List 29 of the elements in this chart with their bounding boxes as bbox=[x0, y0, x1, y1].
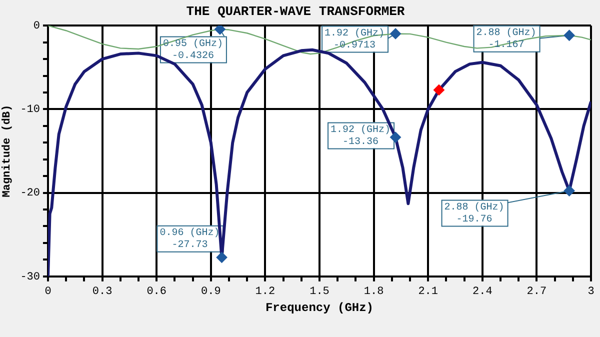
y-tick-label: -30 bbox=[20, 271, 40, 284]
annotation: 2.88 (GHz) -19.76 bbox=[444, 201, 504, 226]
x-tick-label: 2.4 bbox=[472, 286, 493, 298]
x-tick-label: 0.9 bbox=[200, 286, 221, 298]
y-tick-label: -20 bbox=[20, 188, 40, 200]
annotation: 1.92 (GHz) -13.36 bbox=[330, 124, 391, 148]
x-tick-label: 0 bbox=[44, 286, 52, 298]
point bbox=[214, 26, 226, 35]
point bbox=[564, 185, 575, 196]
point bbox=[390, 28, 402, 40]
x-tick-label: 1.2 bbox=[255, 286, 276, 298]
y-axis-title: Magnitude (dB) bbox=[1, 104, 14, 198]
y-tick-label: 0 bbox=[33, 20, 40, 33]
annotation: 0.95 (GHz) -0.4326 bbox=[162, 38, 223, 62]
x-tick-label: 2.1 bbox=[418, 286, 438, 298]
x-tick-label: 1.8 bbox=[364, 286, 384, 298]
x-axis-title: Frequency (GHz) bbox=[265, 300, 374, 315]
x-tick-label: 3 bbox=[588, 286, 594, 298]
point bbox=[390, 132, 402, 143]
point bbox=[564, 30, 575, 41]
x-tick-label: 0.6 bbox=[146, 286, 167, 298]
y-tick-label: -10 bbox=[20, 104, 40, 116]
x-tick-label: 1.5 bbox=[310, 286, 330, 298]
annotation: 0.96 (GHz) -27.73 bbox=[160, 227, 220, 252]
chart-title: THE QUARTER-WAVE TRANSFORMER bbox=[186, 4, 405, 20]
x-tick-label: 2.7 bbox=[526, 286, 547, 298]
point bbox=[433, 84, 444, 96]
x-tick-label: 0.3 bbox=[92, 286, 112, 298]
point bbox=[216, 252, 228, 263]
